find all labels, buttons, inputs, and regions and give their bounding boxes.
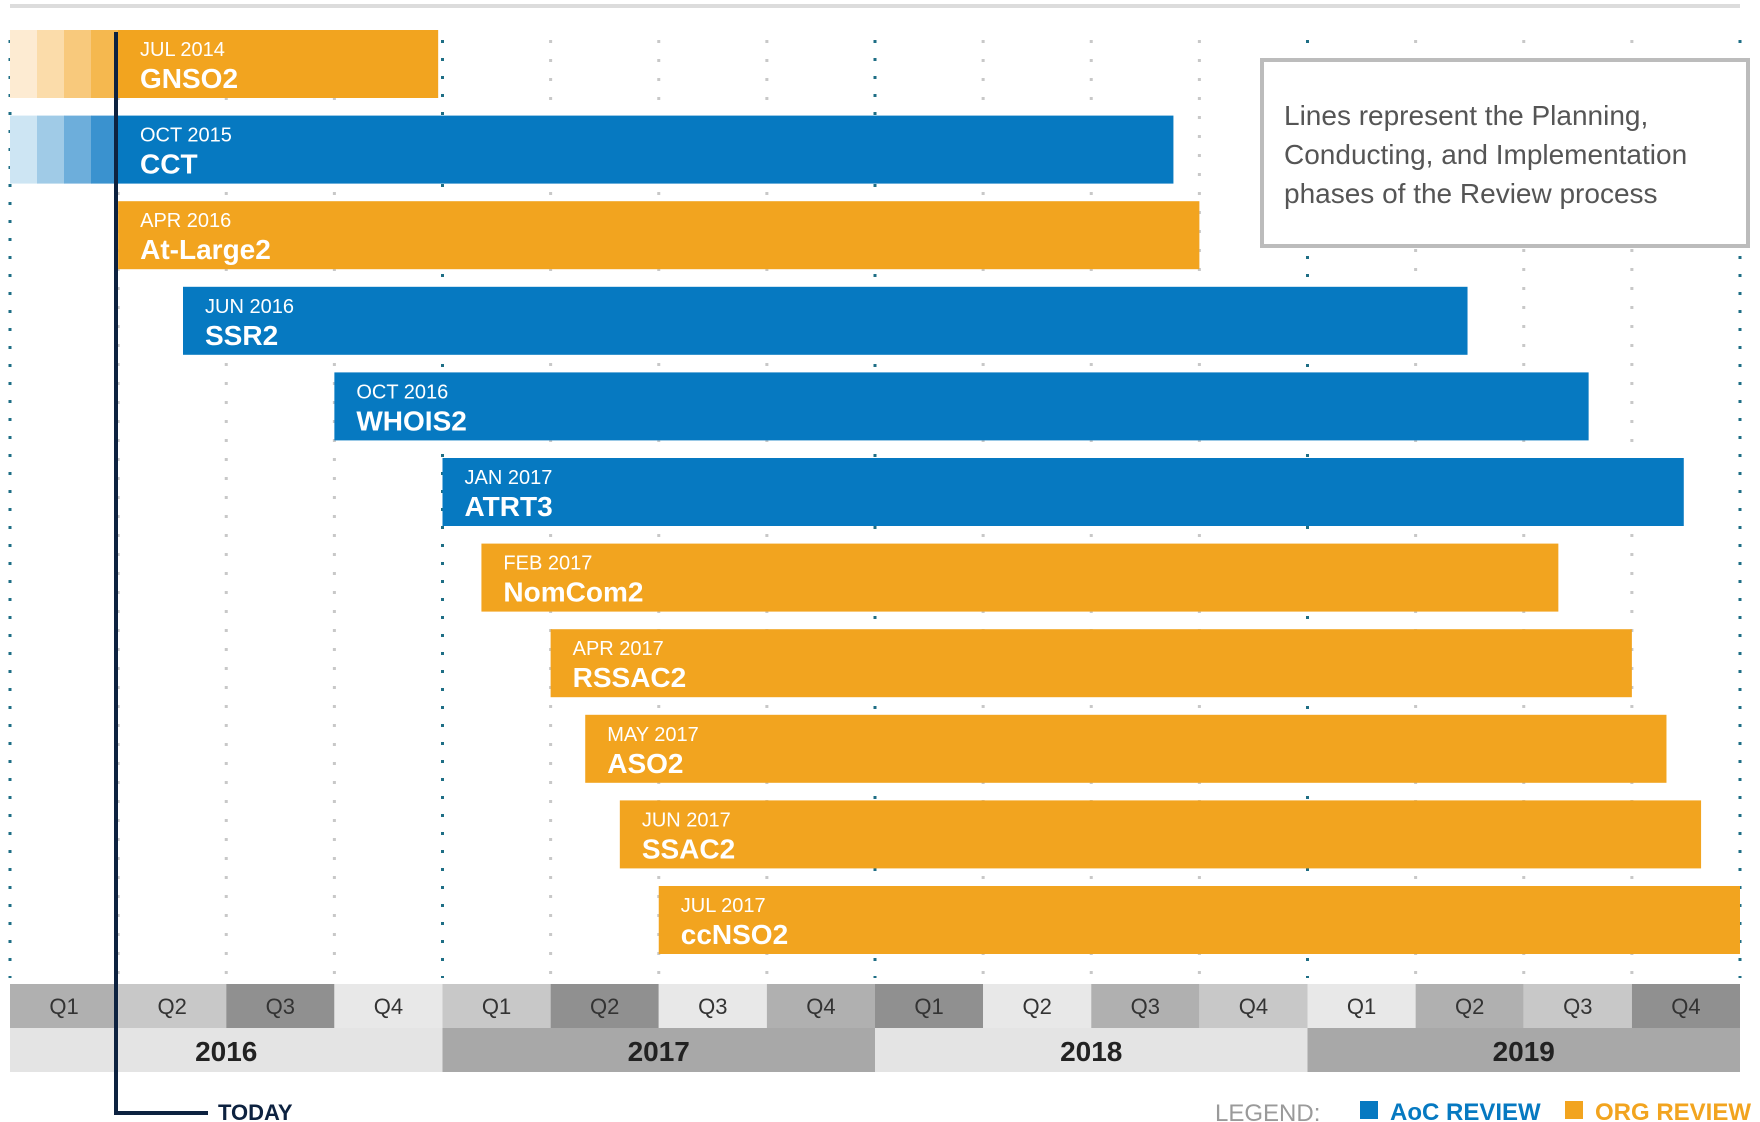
quarter-label: Q1	[49, 994, 78, 1019]
bar-fade-gnso2	[91, 30, 119, 98]
bar-start-label: JAN 2017	[465, 467, 553, 489]
today-label: TODAY	[218, 1100, 293, 1122]
quarter-label: Q2	[1023, 994, 1052, 1019]
bar-name-label: ASO2	[607, 748, 683, 779]
quarter-cell	[550, 984, 659, 1028]
bar-fade-cct	[37, 115, 65, 184]
legend-label-aoc: AoC REVIEW	[1390, 1099, 1541, 1122]
phase-note: Lines represent the Planning, Conducting…	[1260, 58, 1750, 248]
year-cell	[875, 1028, 1308, 1072]
legend-swatch-org	[1565, 1101, 1583, 1119]
quarter-label: Q3	[698, 994, 727, 1019]
legend-swatch-aoc	[1360, 1101, 1378, 1119]
year-cell	[442, 1028, 875, 1072]
bar-fade-gnso2	[10, 30, 38, 98]
legend-label-org: ORG REVIEW	[1595, 1099, 1751, 1122]
quarter-cell	[442, 984, 551, 1028]
bar-name-label: SSAC2	[642, 833, 735, 864]
bar-name-label: At-Large2	[140, 234, 271, 265]
quarter-label: Q2	[158, 994, 187, 1019]
bar-atrt3	[442, 458, 1684, 526]
quarter-cell	[226, 984, 335, 1028]
bar-whois2	[334, 372, 1589, 441]
bar-fade-cct	[64, 115, 92, 184]
year-label: 2018	[1060, 1036, 1122, 1067]
bar-ssac2	[619, 800, 1702, 869]
quarter-cell	[875, 984, 984, 1028]
bar-at-large2	[118, 201, 1200, 270]
bar-start-label: OCT 2016	[356, 381, 448, 403]
today-marker: TODAY	[114, 32, 293, 1122]
quarter-label: Q4	[1671, 994, 1700, 1019]
time-axis: Q1 Q2 Q3 Q4 Q1 Q2 Q3 Q4 Q1 Q2 Q3 Q4 Q1 Q2 Q3 Q4 2016 2017…	[10, 984, 1740, 1072]
top-rule	[10, 4, 1740, 8]
bar-ssr2	[183, 286, 1468, 355]
bar-cct	[118, 115, 1174, 184]
year-cell	[1307, 1028, 1740, 1072]
bar-name-label: WHOIS2	[356, 405, 466, 436]
quarter-label: Q1	[482, 994, 511, 1019]
quarter-label: Q3	[1563, 994, 1592, 1019]
year-label: 2019	[1493, 1036, 1555, 1067]
year-label: 2017	[628, 1036, 690, 1067]
bar-name-label: CCT	[140, 149, 198, 180]
bar-name-label: NomCom2	[503, 577, 643, 608]
bar-start-label: APR 2017	[573, 638, 664, 660]
bar-nomcom2	[481, 543, 1559, 612]
year-cell	[10, 1028, 443, 1072]
bar-ccnso2	[658, 886, 1740, 954]
bar-name-label: RSSAC2	[573, 662, 687, 693]
bar-fade-gnso2	[64, 30, 92, 98]
quarter-cell	[1415, 984, 1524, 1028]
quarter-cell	[1307, 984, 1416, 1028]
quarter-cell	[1199, 984, 1308, 1028]
bar-fade-cct	[10, 115, 38, 184]
quarter-label: Q2	[590, 994, 619, 1019]
quarter-label: Q3	[266, 994, 295, 1019]
bar-start-label: OCT 2015	[140, 125, 232, 147]
quarter-cell	[1091, 984, 1200, 1028]
quarter-label: Q1	[914, 994, 943, 1019]
quarter-label: Q4	[806, 994, 835, 1019]
legend-title: LEGEND:	[1215, 1100, 1320, 1122]
bar-name-label: GNSO2	[140, 63, 238, 94]
quarter-cell	[658, 984, 767, 1028]
quarter-cell	[10, 984, 119, 1028]
quarter-cell	[983, 984, 1092, 1028]
bar-start-label: JUN 2017	[642, 809, 731, 831]
bar-start-label: APR 2016	[140, 210, 231, 232]
bar-start-label: JUL 2017	[681, 895, 766, 917]
bar-name-label: SSR2	[205, 320, 278, 351]
quarter-label: Q2	[1455, 994, 1484, 1019]
quarter-cell	[118, 984, 227, 1028]
quarter-label: Q4	[374, 994, 403, 1019]
bar-rssac2	[550, 629, 1632, 698]
quarter-cell	[1523, 984, 1632, 1028]
bar-start-label: FEB 2017	[503, 553, 592, 575]
bar-fade-cct	[91, 115, 119, 184]
bar-start-label: JUN 2016	[205, 296, 294, 318]
bar-name-label: ATRT3	[465, 491, 553, 522]
quarter-cell	[334, 984, 443, 1028]
quarter-label: Q1	[1347, 994, 1376, 1019]
bar-start-label: JUL 2014	[140, 39, 225, 61]
legend: LEGEND: AoC REVIEW ORG REVIEW	[1215, 1099, 1751, 1122]
quarter-cell	[1631, 984, 1740, 1028]
bar-name-label: ccNSO2	[681, 919, 788, 950]
bar-aso2	[585, 714, 1667, 783]
bar-start-label: MAY 2017	[607, 724, 699, 746]
quarter-label: Q4	[1239, 994, 1268, 1019]
bar-gnso2	[118, 30, 439, 98]
quarter-cell	[766, 984, 875, 1028]
bar-fade-gnso2	[37, 30, 65, 98]
year-label: 2016	[195, 1036, 257, 1067]
quarter-label: Q3	[1131, 994, 1160, 1019]
